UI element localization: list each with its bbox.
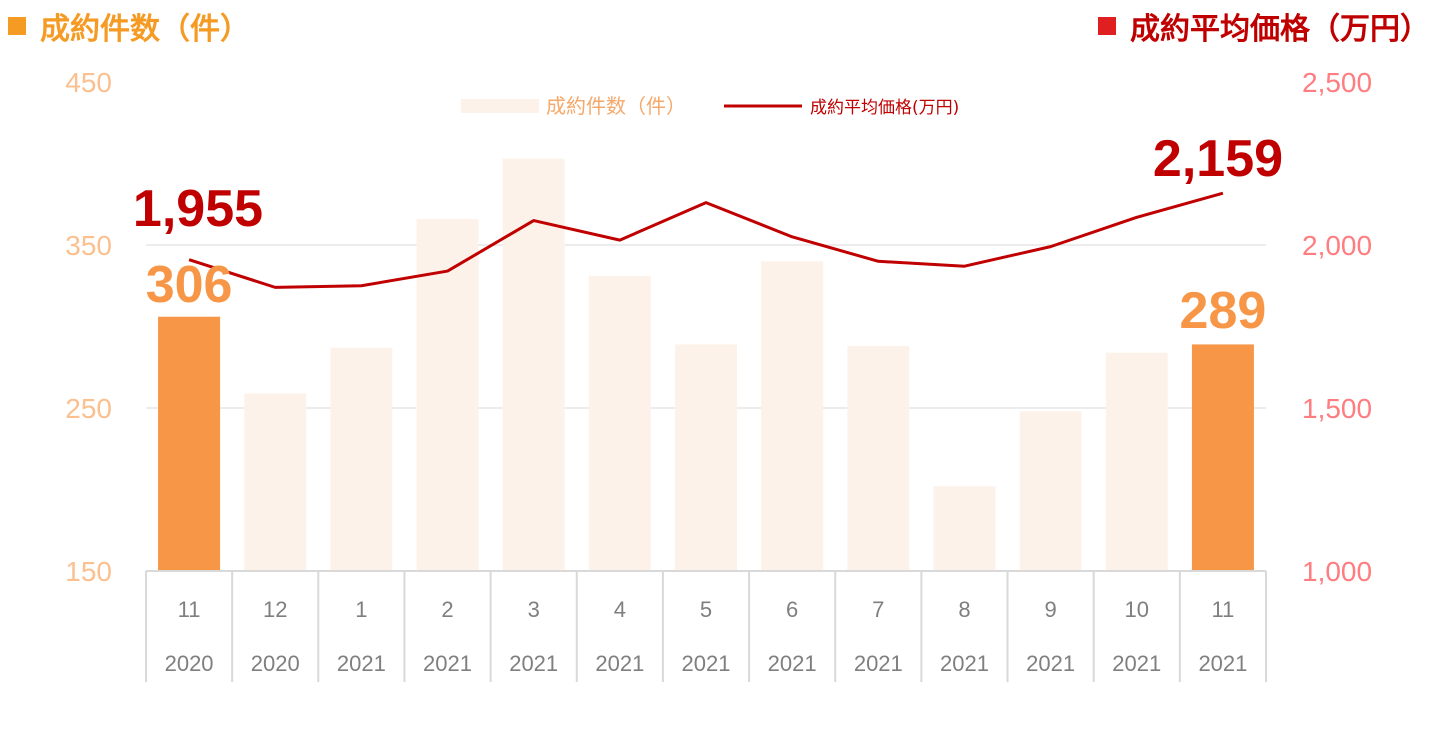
bar xyxy=(1105,352,1168,571)
bar xyxy=(847,346,910,571)
left-title-square-icon xyxy=(8,17,26,35)
x-tick-year: 2021 xyxy=(1026,651,1075,676)
legend-bar-label: 成約件数（件） xyxy=(546,94,686,118)
bar xyxy=(330,347,393,571)
right-axis-tick-label: 1,000 xyxy=(1302,556,1372,587)
bar-data-label-first: 306 xyxy=(146,256,233,314)
right-title-square-icon xyxy=(1098,17,1116,35)
bar xyxy=(244,393,307,571)
left-axis-title: 成約件数（件） xyxy=(8,4,250,48)
bar xyxy=(158,316,221,571)
x-tick-year: 2020 xyxy=(165,651,214,676)
left-axis-tick-label: 150 xyxy=(65,556,112,587)
line-data-label-first: 1,955 xyxy=(133,180,263,238)
line-data-label-last: 2,159 xyxy=(1153,130,1283,188)
x-tick-month: 11 xyxy=(178,597,201,622)
bar xyxy=(588,275,651,571)
right-axis-title: 成約平均価格（万円） xyxy=(1098,4,1430,48)
bar-data-label-last: 289 xyxy=(1180,282,1267,340)
right-axis-tick-label: 2,000 xyxy=(1302,230,1372,261)
x-tick-month: 11 xyxy=(1212,597,1235,622)
x-tick-year: 2021 xyxy=(1112,651,1161,676)
bar xyxy=(1019,411,1082,571)
x-tick-month: 12 xyxy=(263,597,287,622)
x-tick-year: 2021 xyxy=(423,651,472,676)
x-tick-month: 3 xyxy=(528,597,540,622)
x-tick-month: 6 xyxy=(786,597,798,622)
bar xyxy=(675,344,737,571)
price-line xyxy=(188,191,1224,289)
x-tick-month: 7 xyxy=(872,597,884,622)
left-title-text: 成約件数（件） xyxy=(40,12,250,47)
left-axis-tick-label: 350 xyxy=(65,230,112,261)
left-axis-tick-label: 250 xyxy=(65,393,112,424)
bar xyxy=(416,218,479,572)
right-title-text: 成約平均価格（万円） xyxy=(1130,12,1430,47)
bar xyxy=(1191,344,1254,571)
x-tick-year: 2021 xyxy=(682,651,731,676)
x-tick-year: 2021 xyxy=(595,651,644,676)
right-axis-tick-label: 2,500 xyxy=(1302,67,1372,98)
x-tick-year: 2021 xyxy=(854,651,903,676)
bar xyxy=(933,486,996,571)
x-tick-month: 8 xyxy=(958,597,970,622)
right-axis-tick-label: 1,500 xyxy=(1302,393,1372,424)
x-tick-year: 2021 xyxy=(337,651,386,676)
x-tick-year: 2021 xyxy=(940,651,989,676)
x-tick-year: 2020 xyxy=(251,651,300,676)
x-tick-month: 2 xyxy=(441,597,453,622)
x-tick-month: 1 xyxy=(355,597,367,622)
x-tick-month: 9 xyxy=(1044,597,1056,622)
bar xyxy=(761,261,824,571)
x-tick-month: 5 xyxy=(700,597,712,622)
legend-line-label: 成約平均価格(万円) xyxy=(810,98,959,118)
x-tick-year: 2021 xyxy=(509,651,558,676)
x-tick-month: 4 xyxy=(614,597,626,622)
x-tick-month: 10 xyxy=(1125,597,1149,622)
bar xyxy=(502,158,565,572)
x-tick-year: 2021 xyxy=(768,651,817,676)
x-tick-year: 2021 xyxy=(1198,651,1247,676)
legend-bar-swatch xyxy=(461,99,539,113)
left-axis-tick-label: 450 xyxy=(65,67,112,98)
